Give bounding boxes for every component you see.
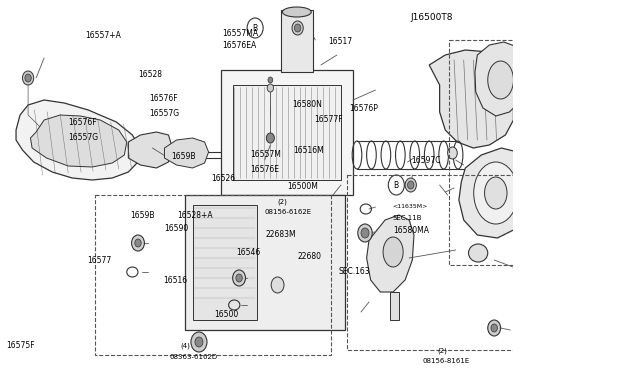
Text: 16516M: 16516M (294, 146, 324, 155)
Circle shape (267, 84, 273, 92)
Text: 16575F: 16575F (6, 341, 35, 350)
Circle shape (358, 224, 372, 242)
Polygon shape (459, 148, 534, 238)
Circle shape (191, 332, 207, 352)
Text: 16557MA: 16557MA (222, 29, 259, 38)
Text: SEC.11B: SEC.11B (393, 215, 422, 221)
Text: <11635M>: <11635M> (393, 204, 428, 209)
Text: 16500M: 16500M (287, 182, 319, 190)
Text: (2): (2) (277, 198, 287, 205)
Circle shape (388, 175, 404, 195)
Circle shape (135, 239, 141, 247)
Text: 16528+A: 16528+A (177, 211, 212, 220)
Text: 16577: 16577 (87, 256, 111, 265)
Circle shape (195, 337, 203, 347)
Polygon shape (233, 85, 341, 180)
Text: B: B (639, 13, 640, 22)
Polygon shape (129, 132, 173, 168)
Polygon shape (475, 42, 528, 116)
Text: 16576E: 16576E (250, 165, 279, 174)
Text: 16557+A: 16557+A (84, 31, 120, 40)
Text: (2): (2) (438, 347, 447, 354)
Text: 16500: 16500 (214, 310, 239, 319)
Text: 16516: 16516 (163, 276, 188, 285)
Circle shape (294, 24, 301, 32)
Text: B: B (394, 180, 399, 189)
Polygon shape (523, 62, 550, 96)
Circle shape (266, 133, 275, 143)
Polygon shape (390, 292, 399, 320)
Circle shape (233, 270, 246, 286)
Bar (95, 195, 332, 355)
Circle shape (22, 71, 34, 85)
Text: 16517: 16517 (328, 37, 353, 46)
Polygon shape (221, 70, 353, 195)
Polygon shape (164, 138, 209, 168)
Circle shape (634, 8, 640, 28)
Polygon shape (193, 205, 257, 320)
Text: 08156-6162E: 08156-6162E (264, 209, 312, 215)
Text: 16580N: 16580N (292, 100, 323, 109)
Text: 1659B: 1659B (131, 211, 155, 220)
Text: 16528: 16528 (139, 70, 163, 79)
Text: 08363-6162D: 08363-6162D (170, 354, 218, 360)
Text: J16500T8: J16500T8 (411, 13, 453, 22)
Circle shape (247, 18, 263, 38)
Circle shape (488, 320, 500, 336)
Ellipse shape (484, 177, 507, 209)
Polygon shape (281, 10, 313, 72)
Polygon shape (429, 50, 513, 148)
Ellipse shape (468, 244, 488, 262)
Circle shape (268, 77, 273, 83)
Text: 16577F: 16577F (314, 115, 343, 124)
Circle shape (236, 274, 243, 282)
Ellipse shape (383, 237, 403, 267)
Text: B: B (253, 23, 258, 32)
Circle shape (405, 178, 417, 192)
Circle shape (408, 181, 414, 189)
Circle shape (25, 74, 31, 82)
Circle shape (292, 21, 303, 35)
Text: 08156-8161E: 08156-8161E (422, 358, 469, 364)
Text: 16597C: 16597C (411, 156, 440, 165)
Text: 16526: 16526 (212, 174, 236, 183)
Polygon shape (16, 100, 140, 180)
Circle shape (491, 324, 497, 332)
Text: 16576F: 16576F (149, 94, 177, 103)
Circle shape (361, 228, 369, 238)
Ellipse shape (282, 7, 311, 17)
Text: SEC.163: SEC.163 (339, 267, 371, 276)
Circle shape (132, 235, 145, 251)
Ellipse shape (474, 162, 518, 224)
Text: 16557G: 16557G (68, 133, 98, 142)
Text: 1659B: 1659B (171, 152, 195, 161)
Text: 16546: 16546 (236, 248, 260, 257)
Text: 16580MA: 16580MA (393, 226, 429, 235)
Polygon shape (367, 215, 414, 292)
Text: 22683M: 22683M (266, 230, 296, 239)
Bar (449, 40, 610, 265)
Text: 16590: 16590 (164, 224, 189, 233)
Text: 16557G: 16557G (149, 109, 179, 118)
Text: (4): (4) (180, 343, 191, 349)
Text: 16557M: 16557M (250, 150, 281, 159)
Text: 16576F: 16576F (68, 118, 97, 127)
Bar (347, 175, 515, 350)
Circle shape (271, 277, 284, 293)
Text: 16576P: 16576P (349, 104, 378, 113)
Text: 22680: 22680 (298, 252, 322, 261)
Polygon shape (184, 195, 345, 330)
Ellipse shape (488, 61, 513, 99)
Text: 16576EA: 16576EA (222, 41, 257, 50)
Polygon shape (31, 115, 127, 167)
Circle shape (447, 147, 458, 159)
